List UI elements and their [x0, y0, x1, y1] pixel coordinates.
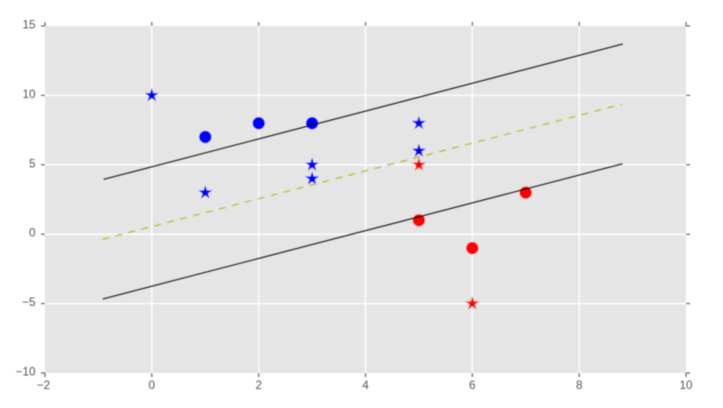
svg-text:5: 5 [29, 157, 36, 170]
svg-text:−10: −10 [16, 366, 36, 379]
svg-text:0: 0 [29, 227, 36, 240]
svg-text:4: 4 [362, 379, 369, 392]
svg-text:15: 15 [22, 19, 36, 32]
svg-text:−5: −5 [22, 296, 36, 309]
svg-text:10: 10 [22, 88, 36, 101]
svg-text:6: 6 [469, 379, 476, 392]
svg-text:−2: −2 [37, 379, 50, 392]
svg-text:10: 10 [679, 379, 693, 392]
svg-text:8: 8 [576, 379, 583, 392]
svg-text:2: 2 [255, 379, 262, 392]
svg-text:0: 0 [149, 379, 156, 392]
